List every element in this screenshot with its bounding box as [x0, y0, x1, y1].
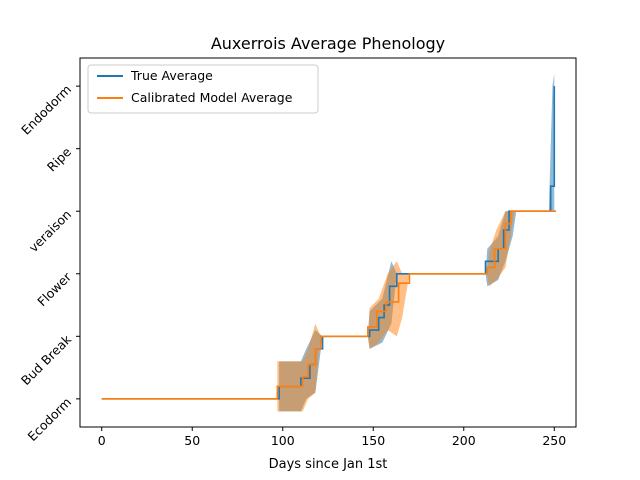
plot-frame [79, 57, 577, 428]
x-tick-label: 100 [271, 433, 295, 448]
x-tick-label: 200 [452, 433, 476, 448]
chart-title: Auxerrois Average Phenology [211, 34, 445, 53]
y-axis: Ecodorm Bud Break Flower veraison Ripe Endodo… [18, 82, 80, 444]
x-tick-label: 50 [184, 433, 200, 448]
y-tick-label: Flower [34, 269, 74, 309]
y-tick-label: Endodorm [18, 82, 74, 138]
lines-layer [101, 86, 557, 400]
series-line-true-average [101, 86, 556, 400]
legend-frame [87, 64, 319, 114]
x-tick-label: 150 [361, 433, 385, 448]
series-line-calibrated-model-average [101, 210, 557, 400]
x-axis: 0 50 100 150 200 250 [98, 427, 566, 448]
x-tick-label: 250 [542, 433, 566, 448]
x-axis-label: Days since Jan 1st [269, 457, 388, 472]
y-tick-label: Bud Break [18, 331, 75, 388]
y-tick-label: veraison [26, 207, 74, 255]
uncertainty-band-true-average [279, 73, 555, 412]
legend: True Average Calibrated Model Average [87, 64, 319, 114]
y-tick-label: Ripe [44, 144, 74, 174]
y-tick-label: Ecodorm [25, 394, 75, 444]
legend-label-true-average: True Average [130, 68, 213, 83]
bands-layer [277, 73, 557, 412]
uncertainty-band-calibrated-model-average [277, 211, 557, 412]
legend-label-calibrated-model-average: Calibrated Model Average [131, 90, 293, 105]
x-tick-label: 0 [98, 433, 106, 448]
plot-area [79, 57, 577, 428]
